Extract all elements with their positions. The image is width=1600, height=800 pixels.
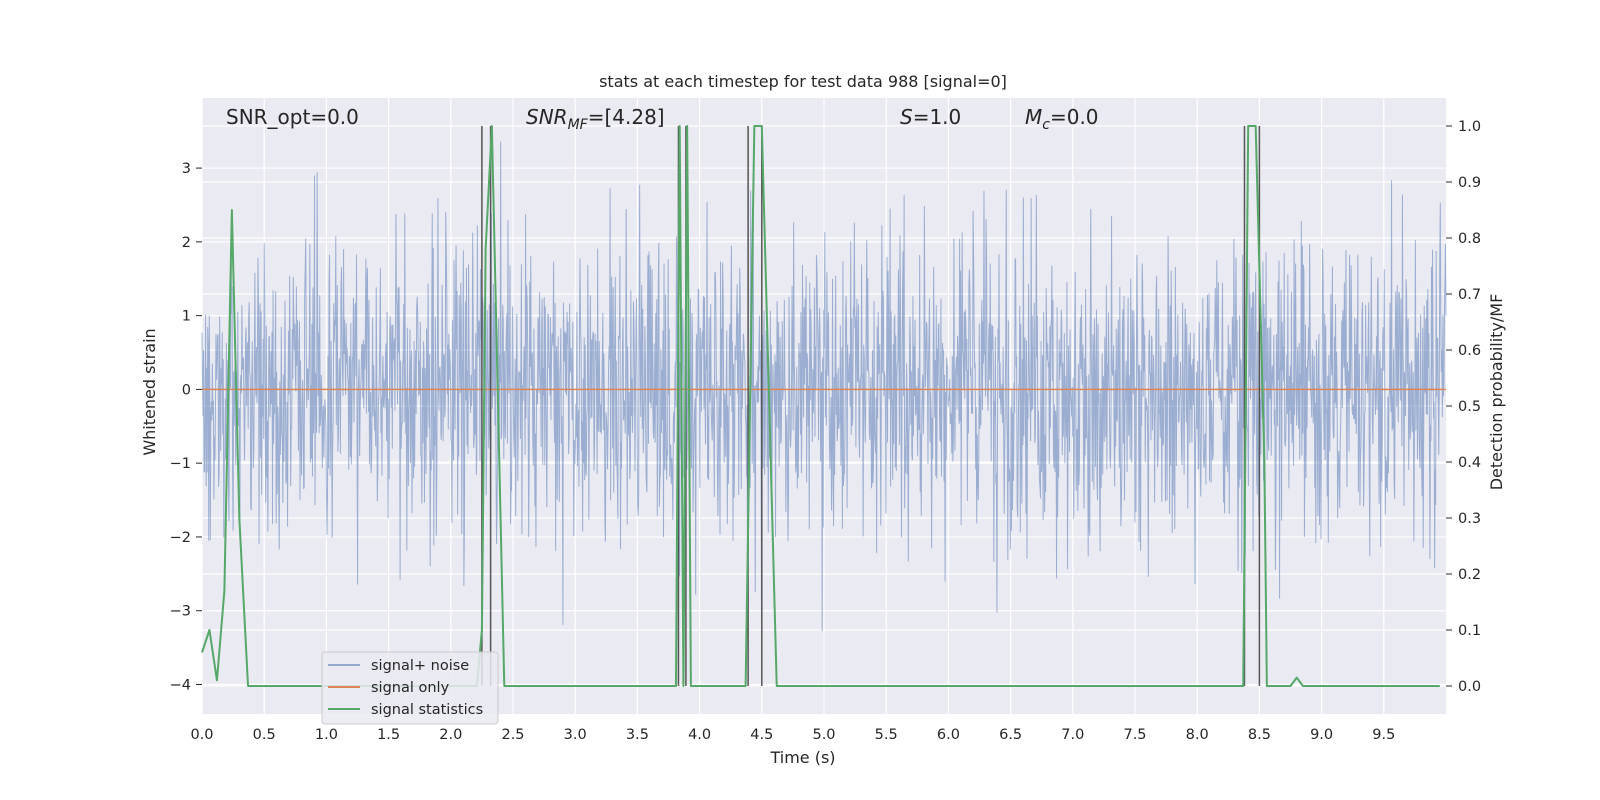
y-right-tick-label: 0.3 [1458, 511, 1481, 527]
x-tick-label: 9.5 [1372, 727, 1395, 743]
x-tick-label: 6.0 [937, 727, 960, 743]
annotation-snr-mf-sub: MF [568, 117, 589, 133]
y-left-tick-label: −1 [170, 456, 191, 472]
x-tick-label: 8.0 [1186, 727, 1209, 743]
x-tick-label: 0.5 [253, 727, 276, 743]
axes: 0.0 0.5 1.0 1.5 2.0 2.5 3.0 3.5 4.0 4.5 5.0 5.5 6.0 6… [170, 119, 1481, 743]
series-signal-statistics [201, 125, 1440, 687]
x-axis-label: Time (s) [769, 748, 835, 767]
series-signal-noise [201, 141, 1447, 632]
legend-label-signal-noise: signal+ noise [371, 658, 469, 674]
y-left-tick-label: −2 [170, 530, 191, 546]
legend: signal+ noise signal only signal statist… [321, 651, 499, 725]
y-axis-label-right: Detection probability/MF [1487, 294, 1506, 491]
y-left-tick-label: 2 [182, 235, 191, 251]
x-tick-label: 3.0 [564, 727, 587, 743]
y-left-tick-label: 1 [182, 309, 191, 325]
annotation-mc-sub: c [1042, 117, 1050, 133]
x-tick-label: 5.0 [812, 727, 835, 743]
annotation-snr-mf-value: =[4.28] [588, 105, 665, 129]
y-right-tick-label: 0.0 [1458, 679, 1481, 695]
x-tick-label: 8.5 [1248, 727, 1271, 743]
y-right-tick-label: 0.2 [1458, 567, 1481, 583]
y-right-tick-label: 0.7 [1458, 287, 1481, 303]
y-right-tick-label: 0.4 [1458, 455, 1481, 471]
annotation-snr-mf-base: SNR [526, 105, 568, 129]
x-tick-label: 4.0 [688, 727, 711, 743]
legend-box [321, 651, 499, 725]
y-left-tick-label: 3 [182, 161, 191, 177]
annotation-snr-opt: SNR_opt=0.0 [226, 105, 359, 129]
annotation-mc: Mc=0.0 [1025, 105, 1099, 133]
annotation-mc-value: =0.0 [1050, 105, 1099, 129]
x-tick-label: 1.0 [315, 727, 338, 743]
x-tick-label: 2.0 [439, 727, 462, 743]
annotation-s: S=1.0 [900, 105, 961, 129]
x-tick-label: 9.0 [1310, 727, 1333, 743]
y-left-tick-label: −4 [170, 677, 191, 693]
x-tick-label: 4.5 [750, 727, 773, 743]
y-right-tick-label: 0.9 [1458, 175, 1481, 191]
y-right-tick-label: 0.6 [1458, 343, 1481, 359]
y-left-tick-label: 0 [182, 382, 191, 398]
x-tick-label: 0.0 [190, 727, 213, 743]
x-tick-label: 7.5 [1123, 727, 1146, 743]
plot-area [201, 98, 1447, 714]
x-tick-label: 2.5 [501, 727, 524, 743]
legend-label-signal-only: signal only [371, 680, 450, 696]
y-left-tick-label: −3 [170, 604, 191, 620]
x-tick-label: 7.0 [1061, 727, 1084, 743]
y-right-tick-label: 0.8 [1458, 231, 1481, 247]
annotation-s-symbol: S [900, 105, 913, 129]
y-right-tick-label: 1.0 [1458, 119, 1481, 135]
x-tick-label: 5.5 [875, 727, 898, 743]
y-right-tick-label: 0.5 [1458, 399, 1481, 415]
x-tick-label: 3.5 [626, 727, 649, 743]
annotation-s-value: =1.0 [913, 105, 962, 129]
legend-label-signal-statistics: signal statistics [371, 702, 483, 718]
y-axis-label-left: Whitened strain [140, 328, 159, 455]
annotation-snr-mf: SNRMF=[4.28] [526, 105, 665, 133]
x-tick-label: 6.5 [999, 727, 1022, 743]
chart-title: stats at each timestep for test data 988… [599, 72, 1007, 91]
annotation-mc-base: M [1025, 105, 1042, 129]
x-tick-label: 1.5 [377, 727, 400, 743]
y-right-tick-label: 0.1 [1458, 623, 1481, 639]
